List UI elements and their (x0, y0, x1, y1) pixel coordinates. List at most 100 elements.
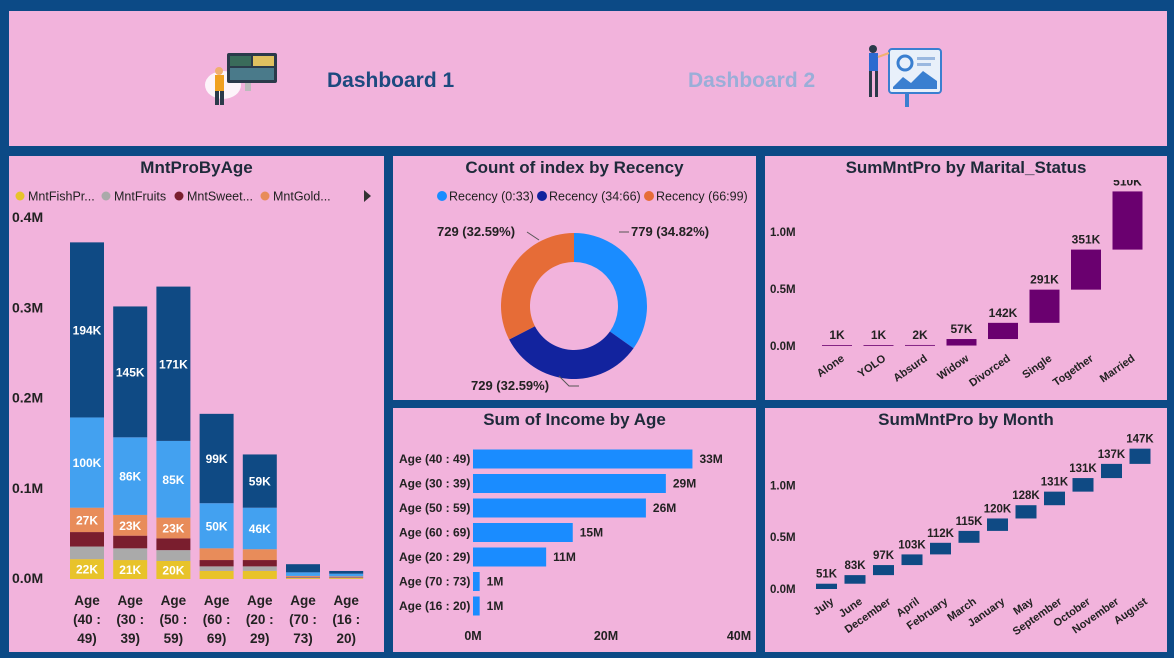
bar-segment (156, 286, 191, 441)
bar-label: 112K (927, 528, 955, 540)
y-tick-label: Age (60 : 69) (399, 526, 470, 540)
bar-segment (113, 548, 148, 561)
x-tick-label: Age (74, 593, 100, 608)
x-tick-label: (60 : (203, 612, 231, 627)
dashboard-1-link[interactable]: Dashboard 1 (327, 69, 455, 92)
presenter-illustration-icon (869, 45, 942, 107)
y-tick-label: 1.0M (770, 227, 796, 239)
legend-label: Recency (34:66) (549, 190, 641, 204)
mnt-by-age-title: MntProByAge (140, 158, 253, 177)
legend-marker (174, 191, 184, 201)
recency-title: Count of index by Recency (465, 158, 684, 177)
bar-segment (329, 577, 364, 579)
x-tick-label: Divorced (967, 353, 1012, 390)
waterfall-bar (946, 339, 977, 346)
bar-segment (70, 559, 104, 579)
x-tick-label: Age (290, 593, 316, 608)
waterfall-bar (1015, 505, 1037, 519)
bar-label: 194K (73, 323, 102, 337)
bar-segment (199, 570, 234, 579)
x-tick-label: Absurd (891, 353, 929, 385)
dashboard-2-link[interactable]: Dashboard 2 (688, 69, 816, 92)
y-tick-label: Age (20 : 29) (399, 550, 470, 564)
bar-segment (113, 535, 148, 549)
recency-panel: Count of index by Recency Recency (0:33)… (393, 156, 756, 400)
donut-slice (509, 326, 634, 379)
bar-segment (242, 454, 277, 508)
waterfall-bar (844, 575, 866, 584)
bar-label: 86K (119, 470, 141, 484)
x-tick-label: Age (161, 593, 187, 608)
bar-segment (286, 577, 320, 579)
income-bar (473, 498, 646, 518)
waterfall-bar (987, 518, 1008, 531)
bar-label: 137K (1098, 449, 1126, 461)
bar-label: 50K (206, 519, 228, 533)
month-panel: SumMntPro by Month 0.0M 0.5M 1.0M 51K July 83… (765, 408, 1167, 652)
bar-label: 26M (653, 501, 676, 515)
waterfall-bar (873, 565, 894, 576)
bar-label: 11M (553, 550, 576, 564)
x-tick-label: 59) (164, 631, 184, 646)
legend-label: Recency (0:33) (449, 190, 534, 204)
x-tick-label: Together (1051, 352, 1096, 389)
bar-label: 97K (873, 550, 895, 562)
x-tick-label: Alone (815, 353, 847, 380)
x-tick-label: Married (1098, 353, 1137, 386)
bar-label: 85K (162, 473, 184, 487)
y-tick-label: 0.0M (770, 341, 796, 353)
y-tick-label: 0.0M (770, 584, 796, 596)
bar-segment (329, 570, 364, 574)
bar-label: 83K (844, 560, 866, 572)
waterfall-bar (1071, 249, 1101, 290)
bar-label: 147K (1126, 434, 1154, 446)
bar-label: 351K (1072, 233, 1101, 247)
legend-marker (101, 191, 111, 201)
bar-segment (286, 572, 320, 576)
bar-segment (199, 566, 234, 571)
x-tick-label: Single (1020, 353, 1054, 382)
waterfall-bar (1072, 478, 1094, 492)
legend-marker (537, 191, 547, 201)
bar-label: 100K (73, 456, 102, 470)
bar-label: 128K (1012, 490, 1040, 502)
bar-label: 510K (1113, 180, 1142, 188)
income-bar (473, 596, 480, 616)
bar-label: 120K (984, 503, 1012, 515)
income-chart: Age (40 : 49) 33M Age (30 : 39) 29M Age (50 … (399, 449, 751, 643)
x-tick-label: 20) (336, 631, 356, 646)
x-tick-label: Age (204, 593, 230, 608)
x-tick-label: 29) (250, 631, 270, 646)
legend-label: MntGold... (273, 190, 331, 204)
slice-label: 729 (32.59%) (437, 224, 515, 239)
legend-marker (437, 191, 447, 201)
income-title: Sum of Income by Age (483, 410, 666, 429)
waterfall-bar (1129, 448, 1151, 464)
bar-segment (199, 548, 234, 561)
bar-segment (242, 566, 277, 571)
bar-label: 57K (950, 322, 972, 336)
y-tick-label: Age (70 : 73) (399, 575, 470, 589)
legend-next-icon (364, 190, 371, 202)
bar-segment (286, 578, 320, 579)
waterfall-bar (1044, 491, 1065, 506)
bar-label: 142K (989, 306, 1018, 320)
bar-label: 1M (487, 599, 504, 613)
y-tick-label: 0.2M (12, 390, 43, 406)
income-bar (473, 547, 547, 567)
donut-slice (574, 233, 647, 349)
bar-label: 115K (956, 516, 984, 528)
bar-segment (242, 560, 277, 567)
bar-label: 23K (119, 519, 141, 533)
y-tick-label: 0.0M (12, 570, 43, 586)
month-chart: 0.0M0.5M1.0M51KJuly83KJune97KDecember103… (770, 434, 1154, 638)
bar-segment (286, 576, 320, 578)
x-tick-label: July (811, 595, 837, 618)
bar-label: 2K (912, 328, 928, 342)
bar-segment (286, 575, 320, 577)
income-bar (473, 474, 666, 493)
income-bar (473, 449, 693, 469)
income-bar (473, 523, 573, 542)
slice-label: 729 (32.59%) (471, 378, 549, 393)
bar-label: 21K (119, 563, 141, 577)
